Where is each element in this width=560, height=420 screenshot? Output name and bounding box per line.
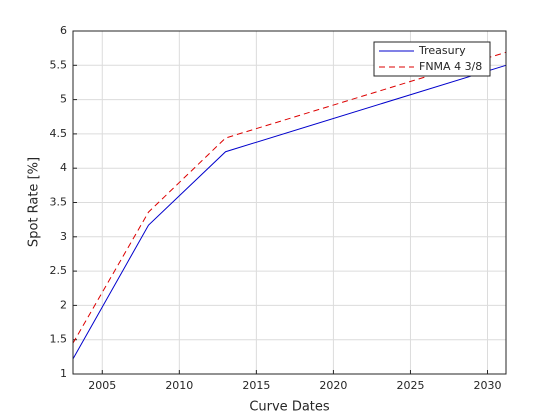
legend-label: FNMA 4 3/8 (419, 60, 482, 73)
y-tick-label: 5 (60, 93, 67, 106)
x-tick-label: 2015 (242, 379, 270, 392)
y-tick-label: 3 (60, 230, 67, 243)
y-tick-label: 5.5 (50, 58, 68, 71)
axes-box (72, 30, 507, 375)
x-tick-label: 2010 (165, 379, 193, 392)
series-line (72, 51, 507, 344)
legend-box (373, 41, 491, 77)
y-tick-label: 2 (60, 298, 67, 311)
y-tick-label: 6 (60, 24, 67, 37)
x-axis-label: Curve Dates (249, 400, 330, 415)
y-tick-label: 4 (60, 161, 67, 174)
legend-label: Treasury (418, 44, 466, 57)
x-tick-label: 2025 (396, 379, 424, 392)
y-tick-label: 2.5 (50, 264, 68, 277)
y-axis-label: Spot Rate [%] (27, 157, 42, 247)
y-tick-label: 4.5 (50, 127, 68, 140)
y-tick-label: 1 (60, 367, 67, 380)
x-tick-label: 2030 (474, 379, 502, 392)
x-tick-label: 2005 (88, 379, 116, 392)
x-tick-label: 2020 (319, 379, 347, 392)
y-tick-label: 3.5 (50, 196, 68, 209)
y-tick-label: 1.5 (50, 333, 68, 346)
series-line (72, 64, 507, 360)
